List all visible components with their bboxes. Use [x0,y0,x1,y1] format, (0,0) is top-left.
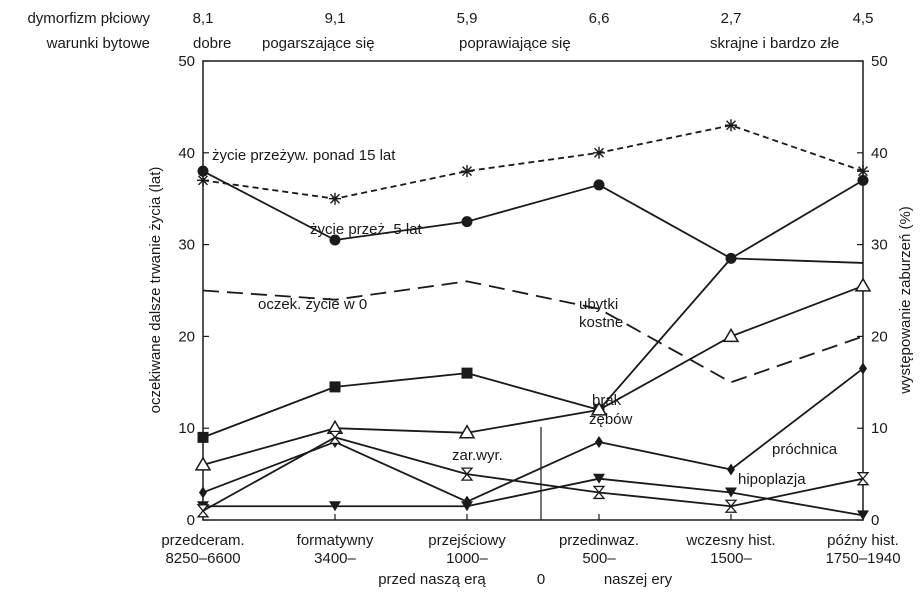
y-tick-label-left: 40 [178,145,195,162]
condition-worsening: pogarszające się [262,35,375,52]
dimorphism-value: 2,7 [721,10,742,27]
series-line-4 [202,372,600,439]
era-before: przed naszą erą [378,571,486,588]
marker-square [197,431,209,443]
series-line-7 [203,477,864,517]
annotation-tooth-loss-2: zębów [589,411,633,428]
x-tick-label: przedinwaz. [559,532,639,549]
marker-circle [197,165,209,177]
x-tick-label: wczesny hist. [685,532,775,549]
x-tick-label: 3400– [314,550,356,567]
annotation-hypoplasia: hipoplazja [738,471,806,488]
marker-triangle [590,401,608,416]
header-conditions-label: warunki bytowe [46,35,150,52]
marker-triangle-down [461,501,473,512]
plot-frame [202,60,864,521]
x-tick-label: formatywny [297,532,374,549]
marker-square [329,381,341,393]
dimorphism-value: 8,1 [193,10,214,27]
x-tick-label: przejściowy [428,532,506,549]
y-tick-label-right: 40 [871,145,888,162]
marker-circle [857,174,869,186]
series-group [202,124,864,517]
marker-diamond [595,435,603,448]
annotation-survival-15: życie przeżyw. ponad 15 lat [212,147,396,164]
y-tick-label-right: 50 [871,53,888,70]
marker-triangle-down [593,473,605,484]
series-line-0 [202,124,864,200]
era-after: naszej ery [604,571,673,588]
dimorphism-value: 6,6 [589,10,610,27]
y-tick-label-right: 10 [871,420,888,437]
marker-diamond [727,463,735,476]
marker-circle [593,179,605,191]
marker-circle [329,234,341,246]
marker-star [725,119,737,132]
y-tick-label-right: 20 [871,328,888,345]
x-tick-label: 1750–1940 [825,550,900,567]
dimorphism-value: 9,1 [325,10,346,27]
marker-diamond [199,486,207,499]
annotation-bone-loss-2: kostne [579,314,623,331]
y-tick-label-left: 30 [178,237,195,254]
marker-square [461,367,473,379]
marker-hourglass [196,504,210,518]
marker-hourglass [460,467,474,481]
marker-circle [725,252,737,264]
condition-extreme: skrajne i bardzo złe [710,35,839,52]
annotation-caries: próchnica [772,441,838,458]
condition-improving: poprawiające się [459,35,571,52]
annotation-tooth-loss-1: brak [592,392,622,409]
marker-hourglass [592,485,606,500]
y-tick-label-left: 50 [178,53,195,70]
series-line-1 [202,170,864,260]
y-tick-label-left: 20 [178,328,195,345]
marker-triangle-down [857,510,869,521]
axes: 0 0 10 10 20 20 30 30 40 40 50 50 przedceram.8250–66… [161,53,900,567]
annotation-life-expectancy: oczek. życie w 0 [258,296,367,313]
header-dimorphism-label: dymorfizm płciowy [27,10,150,27]
series-line-2 [202,280,864,384]
marker-triangle-down [725,487,737,498]
y-tick-label-left: 10 [178,420,195,437]
x-tick-label: 500– [582,550,616,567]
marker-star [461,165,473,178]
condition-good: dobre [193,35,231,52]
dimorphism-value: 5,9 [457,10,478,27]
marker-star [857,165,869,178]
x-tick-label: 8250–6600 [165,550,240,567]
x-tick-label: późny hist. [827,532,899,549]
marker-triangle [722,327,740,343]
marker-star [197,174,209,187]
marker-triangle [854,277,872,292]
marker-star [329,192,341,205]
y-tick-label-left: 0 [187,512,195,529]
series-line-5 [202,285,864,466]
dimorphism-values: 8,1 9,1 5,9 6,6 2,7 4,5 [193,10,874,27]
marker-circle [461,216,473,228]
annotation-enamel: zar.wyr. [452,447,503,464]
y-axis-right-title: występowanie zaburzeń (%) [897,206,914,395]
marker-star [593,146,605,159]
markers-group [194,119,872,521]
series-line-8 [202,436,864,512]
y-tick-label-right: 30 [871,237,888,254]
dimorphism-value: 4,5 [853,10,874,27]
annotation-bone-loss-1: ubytki [579,296,618,313]
era-zero: 0 [537,571,545,588]
marker-hourglass [328,430,342,445]
marker-hourglass [856,472,870,486]
marker-hourglass [724,499,738,513]
x-tick-label: przedceram. [161,532,244,549]
marker-triangle [458,424,476,439]
marker-triangle [194,456,212,471]
annotation-survival-5: życie przeż. 5 lat [310,221,423,238]
x-tick-label: 1000– [446,550,488,567]
y-axis-left-title: oczekiwane dalsze trwanie życia (lat) [147,167,164,414]
marker-triangle-down [329,501,341,512]
marker-diamond [859,362,867,375]
x-tick-label: 1500– [710,550,752,567]
y-tick-label-right: 0 [871,512,879,529]
